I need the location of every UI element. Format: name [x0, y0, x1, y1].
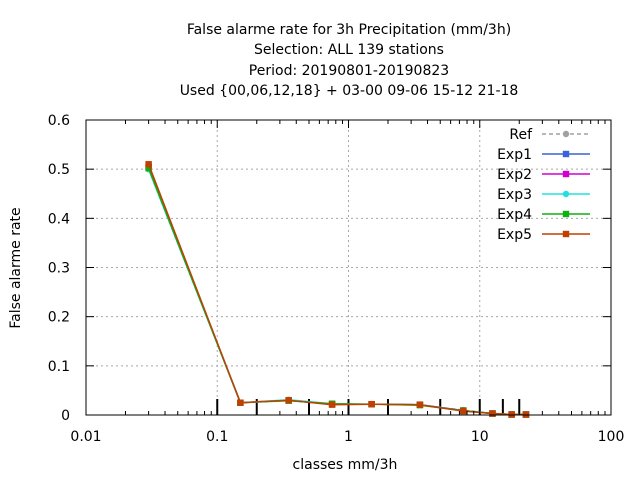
- legend-marker: [562, 150, 570, 158]
- y-tick-label: 0.6: [48, 113, 70, 129]
- title-line-2: Selection: ALL 139 stations: [254, 42, 444, 58]
- series-exp5: [145, 161, 530, 418]
- y-tick-label: 0: [61, 408, 70, 424]
- data-point-exp5: [328, 401, 336, 408]
- y-tick-label: 0.1: [48, 359, 70, 375]
- x-tick-label: 0.01: [70, 429, 101, 445]
- legend-label: Exp4: [497, 207, 532, 223]
- legend-label: Exp1: [497, 147, 532, 163]
- legend: Ref Exp1 Exp2 Exp3 Exp4 Exp5: [497, 127, 590, 243]
- chart-title: False alarme rate for 3h Precipitation (…: [180, 22, 519, 99]
- y-tick-label: 0.3: [48, 261, 70, 277]
- legend-label: Exp3: [497, 187, 532, 203]
- legend-marker: [562, 230, 570, 238]
- legend-entry-exp4: Exp4: [497, 207, 590, 223]
- legend-marker: [562, 170, 570, 178]
- legend-label: Exp5: [497, 227, 532, 243]
- legend-marker: [562, 190, 570, 198]
- legend-entry-exp2: Exp2: [497, 167, 590, 183]
- series-exp4: [145, 164, 530, 418]
- y-tick-label: 0.2: [48, 310, 70, 326]
- legend-entry-exp1: Exp1: [497, 147, 590, 163]
- title-line-4: Used {00,06,12,18} + 03-00 09-06 15-12 2…: [180, 83, 519, 99]
- x-tick-label: 100: [598, 429, 625, 445]
- y-tick-label: 0.4: [48, 211, 70, 227]
- grid-lines: [86, 120, 611, 415]
- data-point-exp5: [489, 410, 496, 417]
- y-tick-label: 0.5: [48, 162, 70, 178]
- series-exp3: [145, 165, 530, 418]
- x-tick-label: 0.1: [206, 429, 228, 445]
- data-point-exp4: [145, 164, 152, 172]
- legend-entry-ref: Ref: [509, 127, 590, 143]
- legend-marker: [562, 130, 570, 138]
- series-line-exp5: [147, 163, 526, 416]
- series-exp1: [145, 163, 530, 418]
- data-point-exp5: [237, 399, 244, 406]
- series-line-ref: [147, 168, 526, 416]
- x-tick-label: 1: [344, 429, 353, 445]
- x-axis-label: classes mm/3h: [293, 457, 398, 473]
- series-line-exp1: [147, 166, 526, 416]
- series-ref: [145, 165, 530, 418]
- title-line-3: Period: 20190801-20190823: [249, 63, 449, 79]
- data-point-exp5: [460, 407, 467, 415]
- legend-label: Exp2: [497, 167, 532, 183]
- series-line-exp4: [147, 167, 526, 416]
- data-point-exp5: [368, 400, 375, 408]
- legend-entry-exp3: Exp3: [497, 187, 590, 203]
- y-axis-label: False alarme rate: [8, 207, 24, 328]
- axes: 0 0.1 0.2 0.3 0.4 0.5 0.6 0.01 0.1 1 10 100: [48, 113, 625, 445]
- x-tick-label: 10: [471, 429, 489, 445]
- series-line-exp3: [147, 168, 526, 416]
- data-series: [145, 161, 530, 418]
- data-point-exp5: [285, 397, 292, 404]
- series-line-exp2: [147, 166, 526, 416]
- data-point-exp5: [416, 401, 424, 408]
- legend-marker: [562, 210, 570, 218]
- title-line-1: False alarme rate for 3h Precipitation (…: [187, 22, 511, 38]
- legend-label: Ref: [509, 127, 533, 143]
- data-point-exp5: [145, 161, 152, 168]
- legend-entry-exp5: Exp5: [497, 227, 590, 243]
- series-exp2: [145, 163, 530, 418]
